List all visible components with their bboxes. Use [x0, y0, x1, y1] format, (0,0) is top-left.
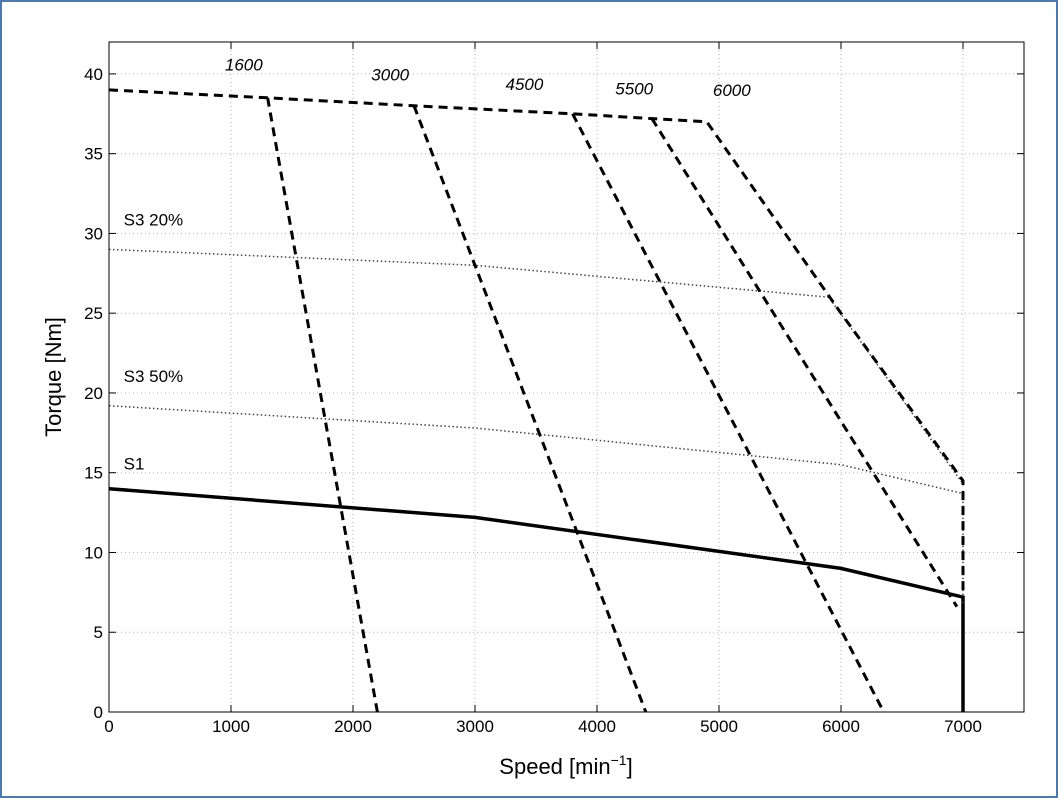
y-tick-label: 0 — [94, 703, 103, 722]
series-group — [108, 88, 965, 713]
x-tick-label: 5000 — [700, 717, 738, 736]
annotation-6000: 6000 — [713, 81, 751, 100]
x-tick-label: 4000 — [578, 717, 616, 736]
y-axis-title: Torque [Nm] — [41, 317, 66, 437]
annotations: 1600 3000 4500 5500 6000 S3 20% S3 50% S1 — [124, 56, 752, 474]
x-tick-label: 1000 — [212, 717, 250, 736]
x-tick-label: 2000 — [334, 717, 372, 736]
annotation-1600: 1600 — [225, 56, 263, 75]
plot-frame — [108, 41, 1025, 713]
y-tick-label: 20 — [84, 384, 103, 403]
series-line-3000 — [412, 105, 648, 713]
y-tick-label: 40 — [84, 65, 103, 84]
annotation-3000: 3000 — [371, 65, 409, 84]
tick-labels: 0 1000 2000 3000 4000 5000 6000 7000 0 5 10 15 20 25 3… — [84, 65, 982, 736]
tick-marks — [108, 42, 1024, 713]
grid-lines — [109, 42, 1024, 712]
series-line-5500 — [650, 117, 959, 608]
y-tick-label: 15 — [84, 464, 103, 483]
series-line-s3-50 — [108, 404, 964, 604]
x-tick-label: 7000 — [944, 717, 982, 736]
annotation-s3-50: S3 50% — [124, 367, 184, 386]
annotation-4500: 4500 — [506, 75, 544, 94]
y-tick-label: 25 — [84, 304, 103, 323]
x-tick-label: 6000 — [822, 717, 860, 736]
y-tick-label: 5 — [94, 623, 103, 642]
annotation-s1: S1 — [124, 455, 145, 474]
annotation-s3-20: S3 20% — [124, 210, 184, 229]
y-tick-label: 10 — [84, 543, 103, 562]
x-tick-label: 0 — [104, 717, 113, 736]
series-line-s3-20 — [108, 248, 964, 485]
y-tick-label: 35 — [84, 145, 103, 164]
annotation-5500: 5500 — [615, 80, 653, 99]
series-line-4500 — [571, 113, 886, 713]
series-line-s1 — [108, 486, 965, 712]
y-tick-label: 30 — [84, 224, 103, 243]
x-tick-label: 3000 — [456, 717, 494, 736]
x-axis-title: Speed [min−1] — [499, 752, 632, 779]
